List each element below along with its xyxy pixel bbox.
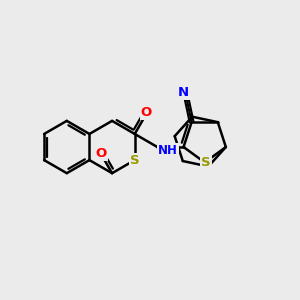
Text: S: S xyxy=(201,156,211,169)
Text: NH: NH xyxy=(158,144,178,157)
Text: S: S xyxy=(130,154,140,166)
Text: N: N xyxy=(177,86,188,99)
Text: O: O xyxy=(141,106,152,119)
Text: O: O xyxy=(95,147,106,161)
